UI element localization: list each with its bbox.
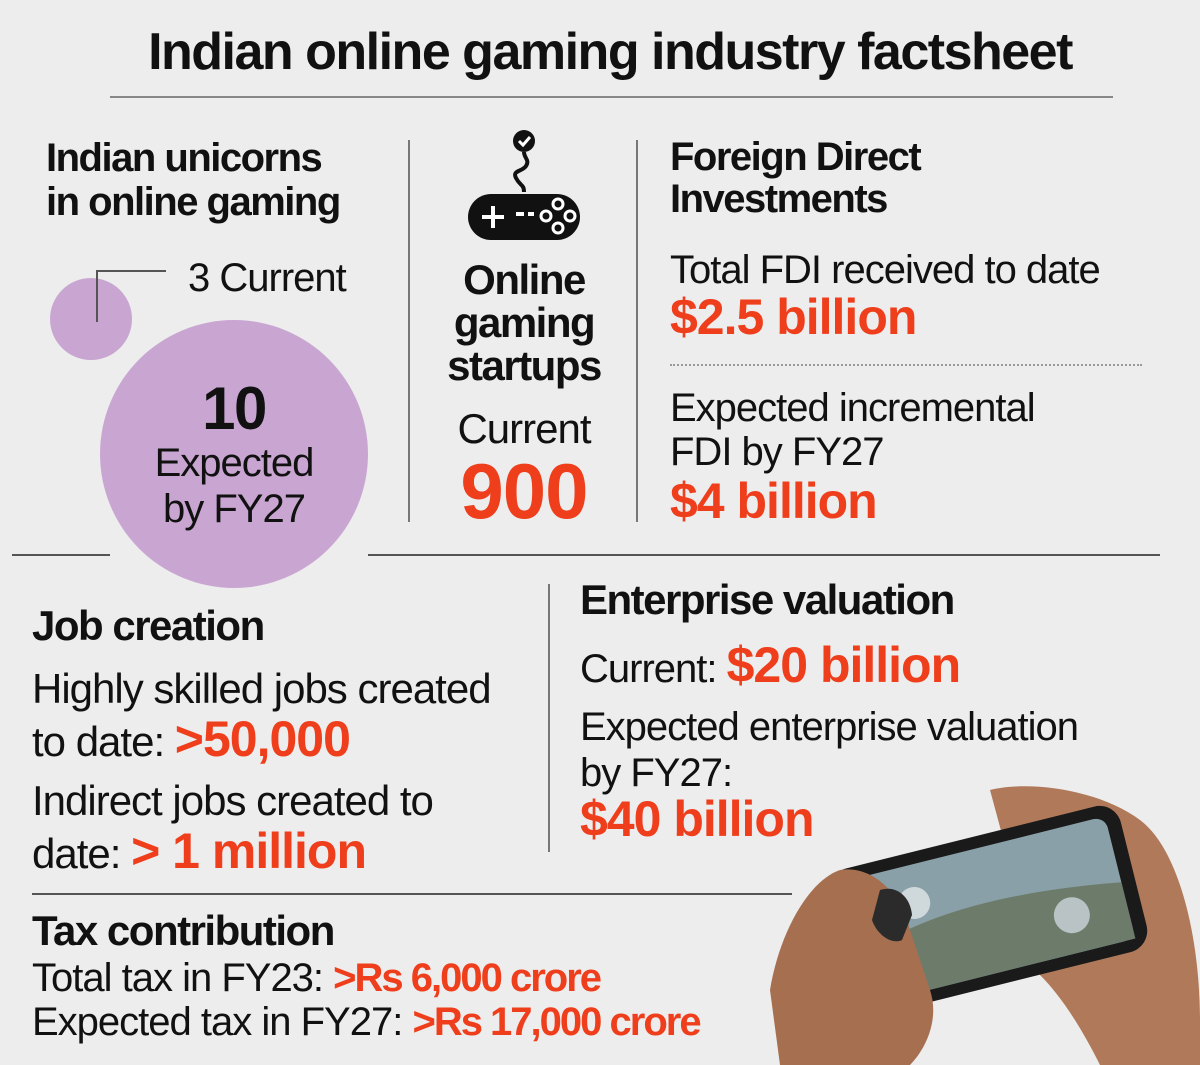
tax-expected-label: Expected tax in FY27:: [32, 1000, 403, 1044]
fdi-expected-line2: FDI by FY27: [670, 430, 885, 474]
unicorns-current-label: 3 Current: [188, 256, 347, 300]
col-divider-1: [408, 140, 410, 522]
jobs-indirect-line1: Indirect jobs created to: [32, 777, 434, 824]
game-controller-icon: [468, 130, 580, 240]
tax-total-label: Total tax in FY23:: [32, 956, 324, 1000]
jobs-skilled-value: >50,000: [174, 711, 351, 767]
fdi-expected-line1: Expected incremental: [670, 386, 1036, 430]
valuation-current-value: $20 billion: [726, 637, 962, 693]
startups-heading-line2: gaming: [453, 299, 596, 346]
valuation-current-label: Current:: [580, 647, 717, 691]
tax-total-value: >Rs 6,000 crore: [333, 956, 602, 1000]
unicorns-expected-line2: by FY27: [163, 487, 306, 531]
current-bubble: [50, 278, 132, 360]
jobs-skilled: Highly skilled jobs created to date: >50…: [32, 664, 492, 767]
valuation-expected-label: Expected enterprise valuation by FY27:: [580, 704, 1079, 796]
tax-heading: Tax contribution: [32, 907, 335, 954]
startups-current-label: Current: [457, 405, 591, 452]
current-leader-line-v: [96, 270, 98, 322]
startups-heading-line1: Online: [463, 256, 586, 303]
page-title: Indian online gaming industry factsheet: [148, 23, 1073, 81]
fdi-heading: Foreign Direct Investments: [670, 135, 922, 221]
col-divider-3: [548, 584, 550, 852]
jobs-indirect-line2: date:: [32, 830, 121, 877]
tax-expected: Expected tax in FY27: >Rs 17,000 crore: [32, 1000, 702, 1045]
expected-bubble: 10 Expected by FY27: [100, 320, 368, 588]
startups-heading: Online gaming startups: [420, 258, 628, 387]
unicorns-expected-value: 10: [202, 375, 267, 442]
fdi-expected-value: $4 billion: [670, 473, 878, 529]
section-divider-left: [12, 554, 110, 556]
fdi-heading-line2: Investments: [670, 177, 888, 221]
jobs-heading: Job creation: [32, 602, 265, 649]
current-leader-line-h: [96, 270, 166, 272]
valuation-heading: Enterprise valuation: [580, 576, 955, 623]
jobs-skilled-line1: Highly skilled jobs created: [32, 665, 492, 712]
unicorns-heading: Indian unicorns in online gaming: [46, 136, 341, 224]
startups-heading-line3: startups: [447, 342, 602, 389]
startups-current-value: 900: [460, 447, 588, 535]
section-divider-right: [368, 554, 1160, 556]
valuation-expected-line1: Expected enterprise valuation: [580, 705, 1079, 749]
fdi-heading-line1: Foreign Direct: [670, 135, 922, 179]
col-divider-2: [636, 140, 638, 522]
unicorns-heading-line1: Indian unicorns: [46, 136, 323, 180]
valuation-current: Current: $20 billion: [580, 636, 962, 694]
jobs-indirect: Indirect jobs created to date: > 1 milli…: [32, 776, 434, 879]
fdi-total-value: $2.5 billion: [670, 289, 917, 345]
phone-in-hands-image: [770, 786, 1200, 1065]
fdi-total-label: Total FDI received to date: [670, 248, 1101, 292]
jobs-indirect-value: > 1 million: [131, 823, 367, 879]
fdi-dotted-divider: [670, 364, 1142, 366]
jobs-skilled-line2: to date:: [32, 718, 165, 765]
title-divider: [110, 96, 1113, 98]
valuation-expected-line2: by FY27:: [580, 751, 733, 795]
tax-divider: [32, 893, 792, 895]
tax-expected-value: >Rs 17,000 crore: [412, 1000, 701, 1044]
valuation-expected-value: $40 billion: [580, 791, 815, 847]
unicorns-heading-line2: in online gaming: [46, 180, 341, 224]
tax-total: Total tax in FY23: >Rs 6,000 crore: [32, 956, 602, 1001]
unicorns-expected-line1: Expected: [154, 441, 315, 485]
fdi-expected-label: Expected incremental FDI by FY27: [670, 386, 1036, 474]
